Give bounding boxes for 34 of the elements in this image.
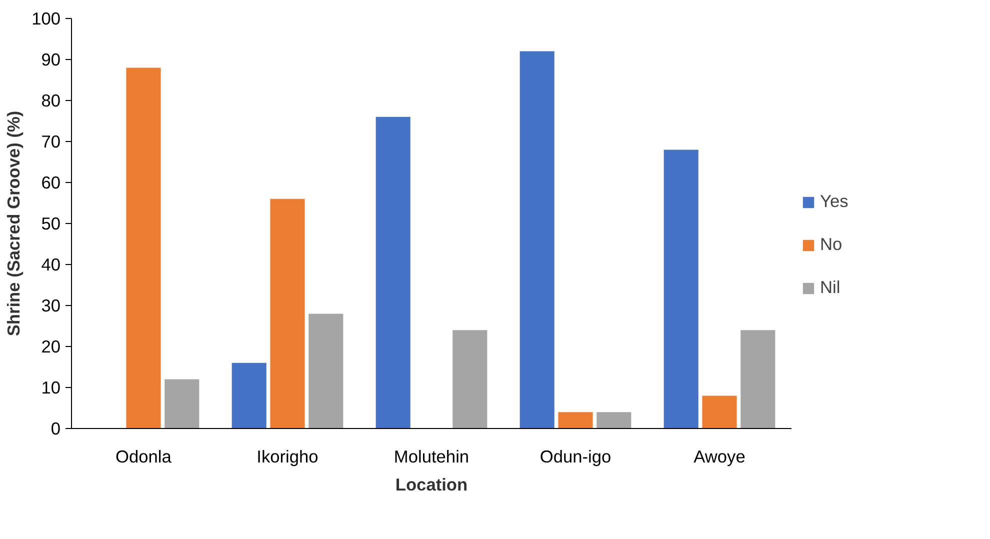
y-tick-label: 80 (41, 90, 61, 110)
y-tick-label: 90 (41, 50, 61, 70)
legend-label: Yes (820, 191, 848, 212)
bar (164, 379, 200, 428)
y-tick-label: 30 (41, 296, 61, 316)
bar (376, 116, 410, 428)
x-tick-label: Ikorigho (256, 446, 318, 466)
bar (596, 412, 632, 428)
x-tick-label: Odun-igo (540, 446, 612, 466)
x-tick-label: Odonla (116, 446, 172, 466)
bar (270, 198, 305, 428)
bar (232, 362, 266, 428)
x-axis-title: Location (395, 474, 468, 494)
y-tick-label: 60 (41, 172, 61, 192)
y-tick-label: 100 (32, 8, 61, 28)
legend-label: Nil (820, 277, 840, 298)
bar (740, 330, 776, 428)
bar (126, 68, 161, 428)
y-tick-label: 0 (50, 418, 61, 438)
y-tick-label: 50 (41, 214, 61, 234)
y-tick-label: 40 (41, 254, 61, 274)
bar (558, 412, 593, 428)
bar (520, 51, 554, 428)
x-tick-label: Molutehin (394, 446, 470, 466)
bar (308, 314, 344, 428)
bar (664, 150, 698, 428)
bar (452, 330, 488, 428)
bar (702, 396, 737, 428)
legend-label: No (820, 234, 842, 255)
x-tick-label: Awoye (694, 446, 746, 466)
y-tick-label: 70 (41, 132, 61, 152)
y-tick-label: 10 (41, 378, 61, 398)
y-tick-label: 20 (41, 336, 61, 356)
y-axis-title: Shrine (Sacred Groove) (%) (4, 110, 24, 336)
